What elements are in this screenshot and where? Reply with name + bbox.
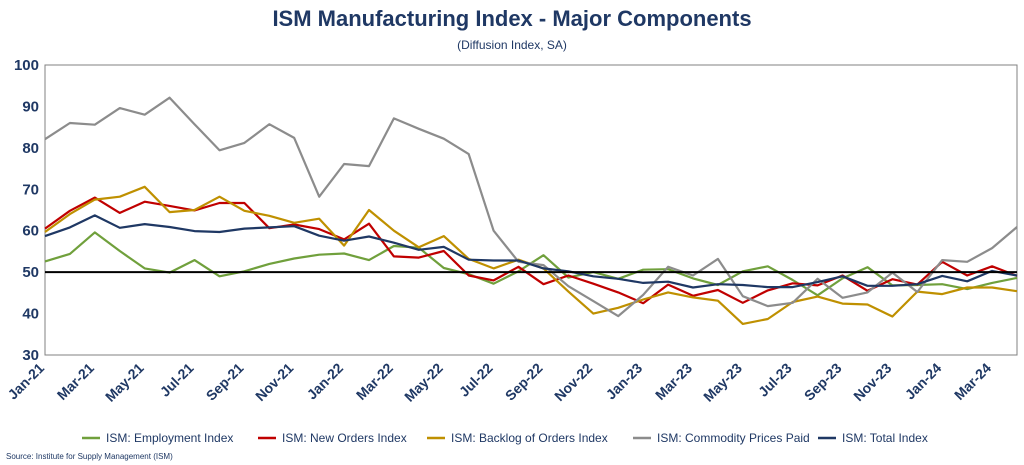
x-tick-label: Nov-22 [551, 360, 595, 404]
x-tick-label: Sep-22 [502, 360, 546, 404]
x-tick-label: Jan-23 [603, 360, 646, 403]
series-line [44, 214, 1018, 289]
series-line [44, 196, 1018, 305]
x-tick-label: Jan-21 [4, 360, 47, 403]
y-tick-label: 90 [22, 98, 39, 115]
y-tick-label: 70 [22, 181, 39, 198]
legend-label: ISM: Total Index [842, 431, 928, 445]
x-tick-label: Nov-23 [850, 360, 894, 404]
x-tick-label: Sep-23 [801, 360, 845, 404]
x-tick-label: Jul-22 [456, 360, 496, 400]
y-tick-label: 50 [22, 264, 39, 281]
y-tick-label: 100 [14, 57, 39, 74]
chart-title: ISM Manufacturing Index - Major Componen… [272, 6, 752, 31]
y-tick-label: 30 [22, 347, 39, 364]
chart-subtitle: (Diffusion Index, SA) [457, 38, 567, 52]
x-tick-label: Nov-21 [252, 360, 296, 404]
x-tick-label: Mar-21 [54, 360, 97, 403]
x-tick-label: Jan-24 [902, 360, 945, 403]
y-tick-label: 60 [22, 223, 39, 240]
x-tick-label: Jul-21 [157, 360, 197, 400]
y-tick-label: 40 [22, 306, 39, 323]
x-tick-label: Mar-24 [951, 360, 994, 403]
x-tick-label: Mar-22 [353, 360, 396, 403]
plot-area [44, 64, 1018, 356]
x-tick-label: Jan-22 [304, 360, 347, 403]
x-tick-label: May-22 [401, 360, 446, 405]
x-tick-label: Sep-21 [203, 360, 247, 404]
legend-label: ISM: Backlog of Orders Index [451, 431, 608, 445]
x-tick-label: May-23 [700, 360, 745, 405]
x-tick-label: May-21 [102, 360, 147, 405]
legend-label: ISM: Employment Index [106, 431, 233, 445]
legend-label: ISM: New Orders Index [282, 431, 407, 445]
y-tick-label: 80 [22, 140, 39, 157]
source-note: Source: Institute for Supply Management … [6, 452, 173, 461]
x-tick-label: Jul-23 [755, 360, 795, 400]
x-tick-label: Mar-23 [652, 360, 695, 403]
legend-label: ISM: Commodity Prices Paid [657, 431, 810, 445]
